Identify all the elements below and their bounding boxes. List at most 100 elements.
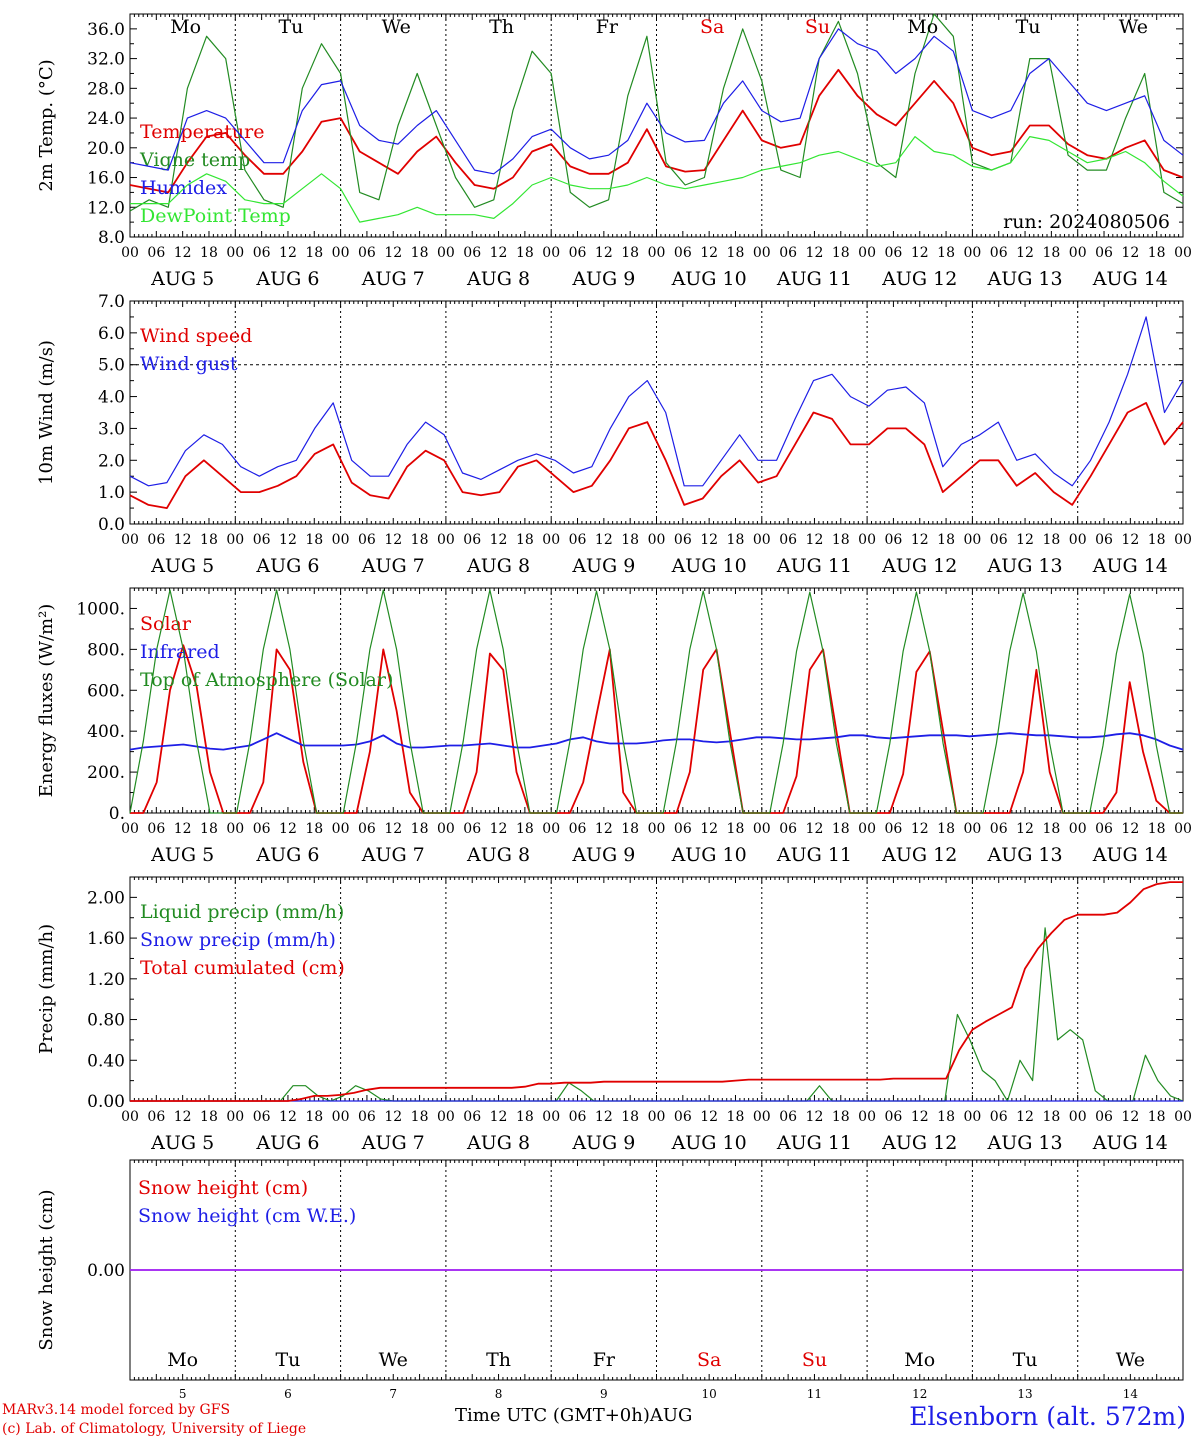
x-hour-label: 12 <box>384 245 402 261</box>
series-line-blue <box>129 28 1184 175</box>
series-line-red <box>129 68 1184 194</box>
x-hour-label: 12 <box>806 245 824 261</box>
weekday-label: Tu <box>278 16 303 38</box>
legend-entry: Snow height (cm W.E.) <box>138 1205 356 1227</box>
x-hour-label: 00 <box>1174 1109 1192 1125</box>
x-hour-label: 18 <box>1042 245 1060 261</box>
y-tick-label: 0.00 <box>87 1092 125 1112</box>
weekday-label: Fr <box>593 1349 616 1371</box>
y-tick-label: 1.0 <box>98 483 125 503</box>
x-hour-label: 00 <box>121 245 139 261</box>
x-hour-label: 00 <box>1069 532 1087 548</box>
x-hour-label: 18 <box>305 1109 323 1125</box>
x-hour-label: 18 <box>1042 821 1060 837</box>
y-tick-label: 400. <box>87 722 125 742</box>
x-hour-label: 00 <box>753 532 771 548</box>
x-date-label: AUG 6 <box>255 844 319 866</box>
x-date-label: AUG 10 <box>671 268 747 290</box>
panel-4: 0.00 0.40 0.80 1.20 1.60 2.00 Precip (mm/h) Liq… <box>36 876 1192 1154</box>
x-hour-label: 12 <box>490 532 508 548</box>
x-date-label: AUG 11 <box>776 1132 852 1154</box>
weekday-label: Tu <box>275 1349 300 1371</box>
x-hour-label: 00 <box>648 245 666 261</box>
x-day-number: 6 <box>284 1387 292 1401</box>
x-hour-label: 12 <box>806 532 824 548</box>
x-hour-label: 18 <box>1148 1109 1166 1125</box>
y-tick-label: 5.0 <box>98 356 125 376</box>
legend-entry: Top of Atmosphere (Solar) <box>140 669 393 691</box>
x-hour-label: 06 <box>1095 532 1113 548</box>
y-tick-label: 0.00 <box>87 1261 125 1281</box>
series-line-blue <box>129 316 1184 487</box>
x-hour-label: 00 <box>858 532 876 548</box>
x-date-label: AUG 13 <box>986 844 1062 866</box>
x-hour-label: 12 <box>490 245 508 261</box>
x-hour-label: 06 <box>253 1109 271 1125</box>
y-tick-label: 1.20 <box>87 970 125 990</box>
legend-entry: DewPoint Temp <box>140 205 291 227</box>
x-hour-label: 12 <box>1016 532 1034 548</box>
x-hour-label: 12 <box>490 821 508 837</box>
legend-entry: Wind gust <box>140 353 238 375</box>
y-tick-label: 600. <box>87 681 125 701</box>
x-hour-label: 00 <box>437 1109 455 1125</box>
x-hour-label: 18 <box>832 245 850 261</box>
x-day-number: 11 <box>807 1387 822 1401</box>
x-hour-label: 00 <box>437 821 455 837</box>
x-hour-label: 00 <box>648 1109 666 1125</box>
weekday-label: Su <box>805 16 830 38</box>
x-hour-label: 12 <box>1016 821 1034 837</box>
x-date-label: AUG 11 <box>776 555 852 577</box>
legend-entry: Solar <box>140 613 192 635</box>
x-date-label: AUG 8 <box>466 555 530 577</box>
x-hour-label: 00 <box>753 821 771 837</box>
x-hour-label: 18 <box>411 821 429 837</box>
x-hour-label: 00 <box>226 245 244 261</box>
x-hour-label: 12 <box>174 532 192 548</box>
x-hour-label: 12 <box>279 245 297 261</box>
weekday-label: Mo <box>170 16 201 38</box>
x-hour-label: 18 <box>305 821 323 837</box>
weekday-label: Tu <box>1013 1349 1038 1371</box>
x-hour-label: 06 <box>463 821 481 837</box>
weekday-label: We <box>1116 1349 1145 1371</box>
x-hour-label: 06 <box>253 245 271 261</box>
y-tick-label: 24.0 <box>87 109 125 129</box>
y-tick-label: 0.80 <box>87 1011 125 1031</box>
x-hour-label: 18 <box>1148 821 1166 837</box>
x-hour-label: 06 <box>674 532 692 548</box>
weekday-label: Su <box>802 1349 827 1371</box>
weekday-label: Fr <box>596 16 619 38</box>
x-date-label: AUG 5 <box>150 268 214 290</box>
legend-entry: Snow height (cm) <box>138 1177 308 1199</box>
station-title: Elsenborn (alt. 572m) <box>909 1402 1186 1431</box>
x-date-label: AUG 14 <box>1092 844 1168 866</box>
x-hour-label: 18 <box>621 532 639 548</box>
y-axis-label: Energy fluxes (W/m²) <box>36 604 57 798</box>
x-hour-label: 00 <box>542 821 560 837</box>
x-hour-label: 00 <box>226 532 244 548</box>
x-hour-label: 06 <box>463 245 481 261</box>
x-hour-label: 18 <box>411 1109 429 1125</box>
y-tick-label: 12.0 <box>87 198 125 218</box>
x-date-label: AUG 9 <box>571 555 635 577</box>
y-tick-label: 2.0 <box>98 451 125 471</box>
x-date-label: AUG 9 <box>571 1132 635 1154</box>
x-hour-label: 12 <box>700 245 718 261</box>
x-day-number: 13 <box>1017 1387 1032 1401</box>
x-hour-label: 18 <box>200 245 218 261</box>
legend-entry: Liquid precip (mm/h) <box>140 901 344 923</box>
x-hour-label: 06 <box>253 532 271 548</box>
x-date-label: AUG 9 <box>571 844 635 866</box>
x-date-label: AUG 14 <box>1092 1132 1168 1154</box>
x-hour-label: 12 <box>384 532 402 548</box>
x-hour-label: 00 <box>1174 245 1192 261</box>
credit-line-2: (c) Lab. of Climatology, University of L… <box>2 1421 307 1437</box>
x-hour-label: 06 <box>463 532 481 548</box>
x-hour-label: 18 <box>200 1109 218 1125</box>
panel-5: 0.00 Snow height (cm) Snow height (cm) Snow… <box>36 1159 1184 1401</box>
x-hour-label: 06 <box>674 821 692 837</box>
x-date-label: AUG 6 <box>255 268 319 290</box>
x-hour-label: 12 <box>174 245 192 261</box>
y-axis-label: 2m Temp. (°C) <box>36 59 57 191</box>
